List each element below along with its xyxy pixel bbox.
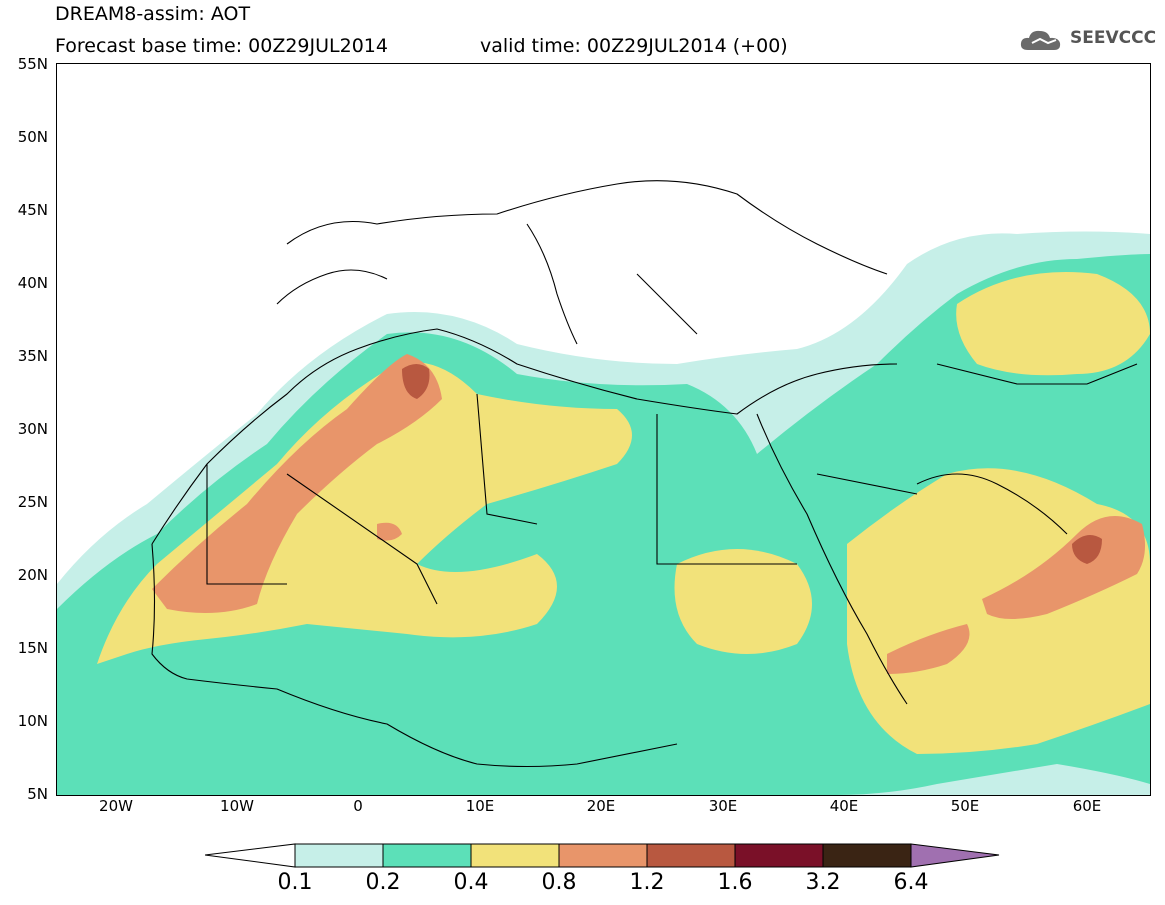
lon-label: 20E (586, 797, 616, 815)
colorbar-label: 0.2 (365, 870, 401, 895)
logo-text: SEEVCCC (1070, 28, 1157, 48)
colorbar-label: 1.6 (717, 870, 753, 895)
lat-label: 20N (17, 566, 48, 584)
colorbar-label: 6.4 (893, 870, 929, 895)
lat-label: 45N (17, 201, 48, 219)
lon-label: 0 (353, 797, 363, 815)
map-title: DREAM8-assim: AOT (55, 3, 251, 25)
lat-label: 35N (17, 347, 48, 365)
colorbar-arrow-high (910, 843, 1000, 868)
lat-label: 55N (17, 55, 48, 73)
colorbar-label: 0.4 (453, 870, 489, 895)
lat-label: 30N (17, 420, 48, 438)
lat-label: 25N (17, 493, 48, 511)
forecast-base-time: Forecast base time: 00Z29JUL2014 (55, 35, 388, 57)
lat-label: 40N (17, 274, 48, 292)
colorbar-swatch (558, 843, 648, 868)
colorbar-swatch (382, 843, 472, 868)
valid-time: valid time: 00Z29JUL2014 (+00) (480, 35, 788, 57)
coastlines (151, 180, 1138, 768)
lon-label: 20W (99, 797, 133, 815)
lat-label: 50N (17, 128, 48, 146)
colorbar-label: 0.8 (541, 870, 577, 895)
lon-label: 30E (708, 797, 738, 815)
colorbar (204, 838, 1000, 873)
lat-label: 5N (27, 785, 48, 803)
colorbar-swatch (734, 843, 824, 868)
cloud-icon (1020, 30, 1061, 50)
colorbar-label: 0.1 (277, 870, 313, 895)
lat-label: 10N (17, 712, 48, 730)
colorbar-label: 1.2 (629, 870, 665, 895)
lon-label: 50E (950, 797, 980, 815)
lon-label: 60E (1072, 797, 1102, 815)
colorbar-label: 3.2 (805, 870, 841, 895)
colorbar-swatch (822, 843, 912, 868)
lon-label: 40E (829, 797, 859, 815)
lat-label: 15N (17, 639, 48, 657)
aot-band-1.2 (402, 364, 1102, 564)
colorbar-swatch (294, 843, 384, 868)
lon-label: 10W (220, 797, 254, 815)
aot-map (56, 63, 1151, 796)
lon-label: 10E (465, 797, 495, 815)
seevccc-logo: SEEVCCC (1018, 26, 1158, 56)
colorbar-swatch (470, 843, 560, 868)
colorbar-swatch (646, 843, 736, 868)
aot-band-0.8 (152, 354, 1146, 674)
colorbar-arrow-low (204, 843, 296, 868)
